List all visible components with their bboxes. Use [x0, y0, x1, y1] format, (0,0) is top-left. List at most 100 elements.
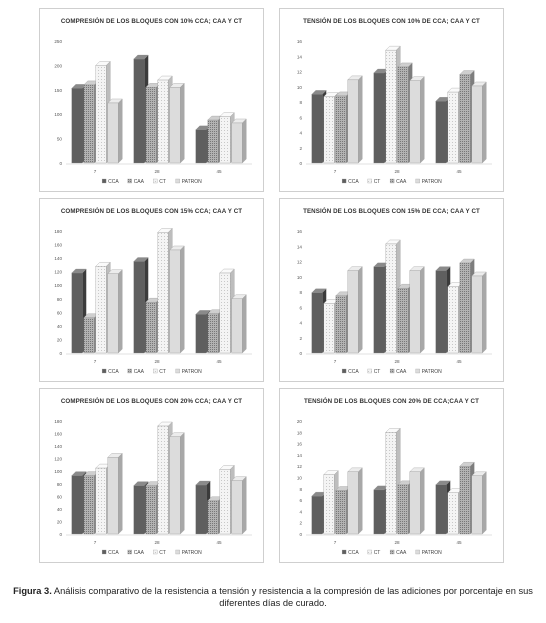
y-tick-label: 140 [54, 444, 62, 449]
x-tick-label: 45 [456, 540, 462, 545]
y-tick-label: 0 [59, 161, 62, 166]
y-tick-label: 60 [57, 310, 63, 315]
y-tick-label: 8 [299, 100, 302, 105]
legend-label-caa: CAA [396, 179, 407, 185]
legend-swatch-caa [389, 549, 395, 555]
y-tick-label: 10 [297, 476, 303, 481]
legend-swatch-caa [127, 549, 132, 555]
y-tick-label: 4 [299, 321, 302, 326]
bar-patron-28 [409, 266, 425, 354]
y-tick-label: 10 [297, 275, 303, 280]
y-tick-label: 12 [297, 464, 303, 469]
bar-patron-28 [409, 76, 425, 164]
bar-patron-45 [471, 271, 487, 354]
legend-label-ct: CT [374, 369, 381, 375]
x-tick-label: 28 [394, 540, 400, 545]
legend-label-cca: CCA [348, 369, 359, 375]
y-tick-label: 4 [299, 131, 302, 136]
legend-swatch-ct [153, 549, 158, 555]
legend-swatch-ct [367, 178, 372, 184]
y-tick-label: 250 [54, 39, 62, 44]
y-tick-label: 16 [297, 39, 303, 44]
bar-patron-45 [471, 81, 487, 164]
y-tick-label: 160 [54, 432, 62, 437]
chart-title: TENSIÓN DE LOS BLOQUES CON 10% DE CCA; C… [303, 18, 480, 25]
x-tick-label: 45 [456, 359, 462, 364]
legend-swatch-ct [153, 178, 158, 184]
legend-swatch-caa [127, 368, 132, 374]
legend-swatch-patron [415, 549, 420, 555]
x-tick-label: 28 [154, 359, 160, 364]
legend-label-ct: CT [159, 550, 166, 556]
legend-label-ct: CT [159, 179, 166, 185]
bar-cca-7 [71, 268, 87, 354]
y-tick-label: 14 [297, 54, 303, 59]
legend-swatch-patron [175, 549, 180, 555]
legend-label-ct: CT [374, 550, 381, 556]
bar-patron-45 [231, 476, 247, 535]
chart-compresion-20: COMPRESIÓN DE LOS BLOQUES CON 20% CCA; C… [39, 388, 264, 563]
chart-title: TENSIÓN DE LOS BLOQUES CON 15% DE CCA; C… [303, 208, 480, 215]
bar-patron-7 [107, 98, 123, 164]
y-tick-label: 80 [57, 297, 63, 302]
x-tick-label: 7 [94, 540, 97, 545]
y-tick-label: 80 [57, 482, 63, 487]
legend-swatch-cca [341, 178, 347, 184]
x-tick-label: 45 [216, 169, 222, 174]
legend-swatch-cca [341, 549, 347, 555]
figure-caption: Figura 3. Análisis comparativo de la res… [0, 585, 546, 609]
legend-label-cca: CCA [108, 369, 119, 375]
chart-svg: 0 2 4 6 8 10 12 14 16 18 20 7 28 45 CCA CT CAA PATRON [297, 419, 492, 556]
legend-label-patron: PATRON [182, 179, 202, 185]
x-tick-label: 45 [456, 169, 462, 174]
y-tick-label: 160 [54, 243, 62, 248]
chart-tension-15: TENSIÓN DE LOS BLOQUES CON 15% DE CCA; C… [279, 198, 504, 382]
y-tick-label: 200 [54, 63, 62, 68]
legend-swatch-cca [101, 549, 107, 555]
x-tick-label: 28 [394, 169, 400, 174]
legend-label-caa: CAA [396, 369, 407, 375]
y-tick-label: 120 [54, 270, 62, 275]
y-tick-label: 6 [299, 305, 302, 310]
bar-patron-28 [169, 432, 185, 535]
y-tick-label: 20 [57, 337, 63, 342]
x-tick-label: 7 [334, 359, 337, 364]
chart-title: COMPRESIÓN DE LOS BLOQUES CON 10% CCA; C… [60, 18, 243, 25]
legend-label-patron: PATRON [182, 550, 202, 556]
y-tick-label: 40 [57, 324, 63, 329]
legend-swatch-patron [175, 178, 180, 184]
y-tick-label: 150 [54, 88, 62, 93]
legend-swatch-caa [389, 178, 395, 184]
legend-label-caa: CAA [134, 550, 145, 556]
legend-label-patron: PATRON [182, 369, 202, 375]
bar-patron-7 [107, 269, 123, 354]
y-tick-label: 8 [299, 487, 302, 492]
y-tick-label: 18 [297, 430, 303, 435]
x-tick-label: 7 [334, 169, 337, 174]
bar-patron-28 [169, 82, 185, 164]
legend-swatch-ct [153, 368, 158, 374]
legend-label-caa: CAA [134, 179, 145, 185]
y-tick-label: 16 [297, 442, 303, 447]
x-tick-label: 7 [94, 169, 97, 174]
y-tick-label: 16 [297, 229, 303, 234]
chart-compresion-10: COMPRESIÓN DE LOS BLOQUES CON 10% CCA; C… [39, 8, 264, 192]
y-tick-label: 100 [54, 469, 62, 474]
legend-label-cca: CCA [348, 179, 359, 185]
y-tick-label: 20 [297, 419, 303, 424]
bar-patron-28 [169, 245, 185, 354]
legend-label-cca: CCA [108, 550, 119, 556]
y-tick-label: 14 [297, 453, 303, 458]
legend-swatch-ct [367, 549, 372, 555]
y-tick-label: 10 [297, 85, 303, 90]
legend-swatch-ct [367, 368, 372, 374]
chart-svg: 0 2 4 6 8 10 12 14 16 7 28 45 CCA CT CAA PATRON [297, 39, 492, 185]
y-tick-label: 180 [54, 419, 62, 424]
legend-swatch-cca [101, 178, 107, 184]
y-tick-label: 0 [299, 161, 302, 166]
legend-label-patron: PATRON [422, 369, 442, 375]
legend-label-patron: PATRON [422, 179, 442, 185]
legend-label-cca: CCA [348, 550, 359, 556]
legend-label-patron: PATRON [422, 550, 442, 556]
chart-svg: 0 50 100 150 200 250 7 28 45 CCA CAA CT PATRON [54, 39, 252, 185]
